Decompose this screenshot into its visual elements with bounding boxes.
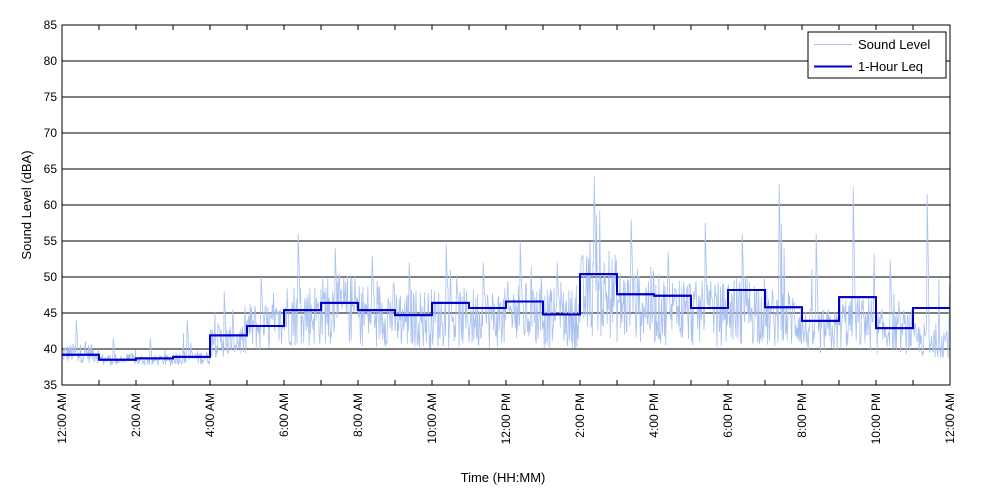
y-tick-label: 45 [44, 306, 58, 320]
legend-label-sound-level: Sound Level [858, 37, 930, 52]
y-tick-label: 50 [44, 270, 58, 284]
x-tick-label: 8:00 PM [795, 393, 809, 438]
y-tick-label: 75 [44, 90, 58, 104]
x-axis-title: Time (HH:MM) [461, 470, 546, 485]
x-tick-label: 6:00 PM [721, 393, 735, 438]
legend-label-1-hour-leq: 1-Hour Leq [858, 59, 923, 74]
x-tick-label: 12:00 PM [499, 393, 513, 444]
x-tick-label: 4:00 AM [203, 393, 217, 437]
y-tick-label: 55 [44, 234, 58, 248]
x-tick-label: 2:00 PM [573, 393, 587, 438]
legend: Sound Level 1-Hour Leq [807, 31, 947, 79]
y-tick-label: 65 [44, 162, 58, 176]
x-tick-label: 10:00 AM [425, 393, 439, 444]
x-tick-label: 10:00 PM [869, 393, 883, 444]
y-tick-label: 85 [44, 18, 58, 32]
legend-box [807, 31, 947, 79]
x-tick-label: 4:00 PM [647, 393, 661, 438]
y-tick-label: 35 [44, 378, 58, 392]
x-tick-label: 2:00 AM [129, 393, 143, 437]
x-axis-ticks: 12:00 AM 2:00 AM 4:00 AM 6:00 AM 8:00 AM 10:0… [55, 25, 957, 444]
series-layer [61, 176, 951, 366]
x-tick-label: 12:00 AM [55, 393, 69, 444]
y-tick-label: 60 [44, 198, 58, 212]
plot-frame [61, 24, 951, 386]
y-tick-label: 70 [44, 126, 58, 140]
series-1-hour-leq-line [62, 273, 950, 361]
y-tick-label: 80 [44, 54, 58, 68]
x-tick-label: 12:00 AM [943, 393, 957, 444]
y-axis-title: Sound Level (dBA) [19, 150, 34, 259]
x-tick-label: 6:00 AM [277, 393, 291, 437]
y-tick-label: 40 [44, 342, 58, 356]
x-tick-label: 8:00 AM [351, 393, 365, 437]
